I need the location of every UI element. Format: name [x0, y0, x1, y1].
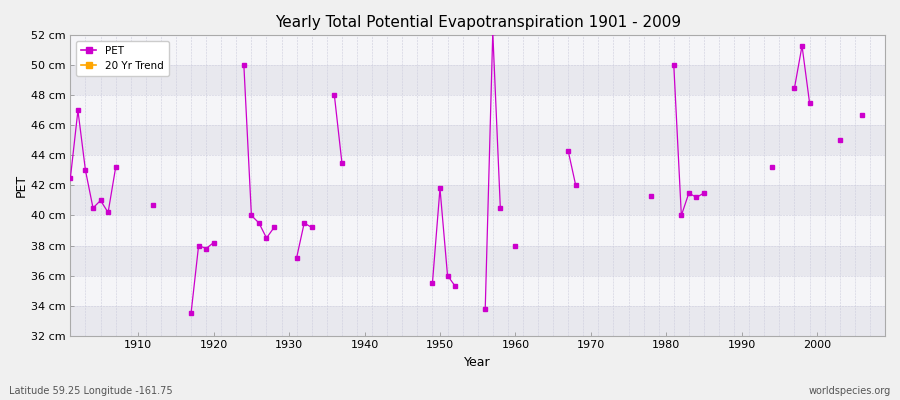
Text: worldspecies.org: worldspecies.org — [809, 386, 891, 396]
Legend: PET, 20 Yr Trend: PET, 20 Yr Trend — [76, 40, 168, 76]
Bar — [70, 276, 885, 306]
Bar — [70, 186, 885, 216]
Bar — [70, 156, 885, 186]
X-axis label: Year: Year — [464, 356, 491, 369]
Bar — [70, 216, 885, 246]
Bar — [70, 126, 885, 156]
Bar — [70, 35, 885, 65]
Bar — [70, 95, 885, 126]
Bar — [70, 306, 885, 336]
Title: Yearly Total Potential Evapotranspiration 1901 - 2009: Yearly Total Potential Evapotranspiratio… — [274, 15, 680, 30]
Y-axis label: PET: PET — [15, 174, 28, 197]
Bar — [70, 65, 885, 95]
Text: Latitude 59.25 Longitude -161.75: Latitude 59.25 Longitude -161.75 — [9, 386, 173, 396]
Bar — [70, 246, 885, 276]
